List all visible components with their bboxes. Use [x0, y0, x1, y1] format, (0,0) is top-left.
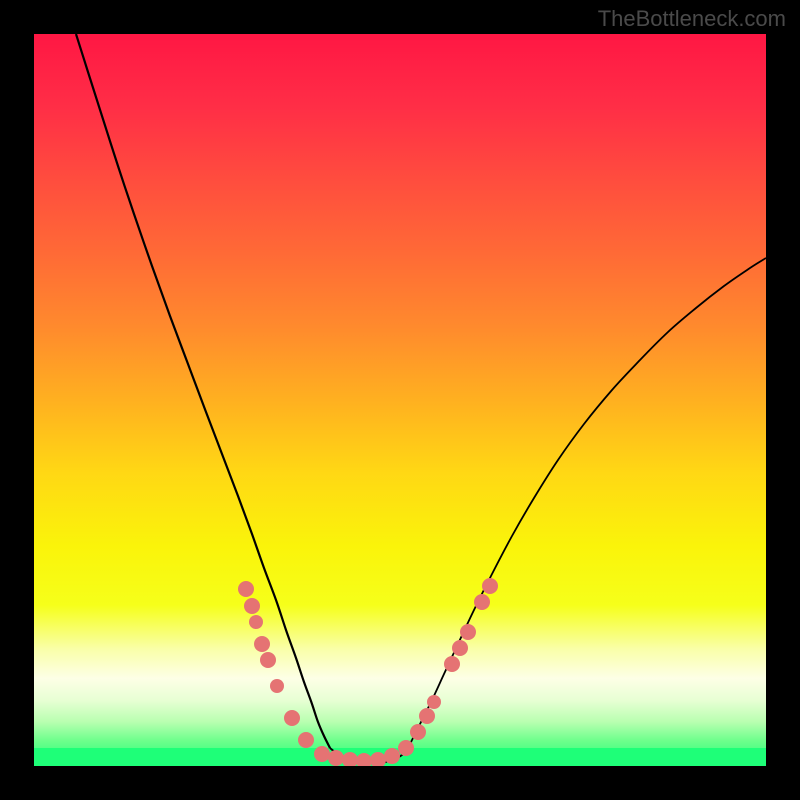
watermark-text: TheBottleneck.com	[598, 6, 786, 32]
data-marker	[314, 746, 330, 762]
data-marker	[270, 679, 284, 693]
data-marker	[482, 578, 498, 594]
data-marker	[298, 732, 314, 748]
data-marker	[398, 740, 414, 756]
data-marker	[370, 752, 386, 766]
data-marker	[356, 753, 372, 766]
chart-svg	[34, 34, 766, 766]
data-marker	[474, 594, 490, 610]
data-marker	[444, 656, 460, 672]
data-marker	[328, 750, 344, 766]
data-marker	[342, 752, 358, 766]
data-marker	[238, 581, 254, 597]
data-marker	[410, 724, 426, 740]
data-marker	[254, 636, 270, 652]
data-marker	[460, 624, 476, 640]
data-marker	[244, 598, 260, 614]
curve-right	[408, 258, 766, 748]
data-marker	[284, 710, 300, 726]
data-marker	[452, 640, 468, 656]
data-marker	[384, 748, 400, 764]
data-marker	[249, 615, 263, 629]
data-marker	[419, 708, 435, 724]
curve-left	[76, 34, 330, 748]
data-marker	[260, 652, 276, 668]
plot-area	[34, 34, 766, 766]
data-marker	[427, 695, 441, 709]
